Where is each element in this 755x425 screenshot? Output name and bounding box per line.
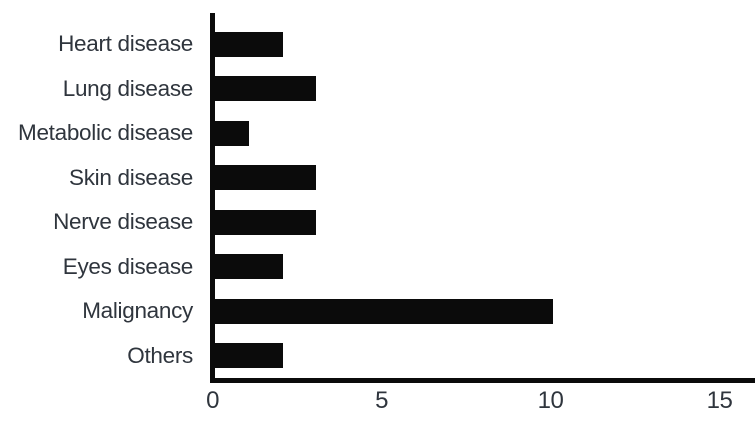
bars-container <box>215 22 755 378</box>
category-label-malignancy: Malignancy <box>82 298 193 324</box>
plot-area <box>210 13 755 383</box>
category-label-others: Others <box>127 342 193 368</box>
bar-skin-disease <box>215 165 317 191</box>
bar-row-lung-disease <box>215 67 755 112</box>
category-label-heart-disease: Heart disease <box>58 31 193 57</box>
bar-nerve-disease <box>215 209 317 235</box>
bar-malignancy <box>215 298 553 324</box>
bar-row-eyes-disease <box>215 245 755 290</box>
bar-row-heart-disease <box>215 22 755 67</box>
x-tick-label-0: 0 <box>206 387 219 414</box>
category-labels: Heart disease Lung disease Metabolic disea… <box>0 22 202 378</box>
bar-row-malignancy <box>215 289 755 334</box>
category-label-lung-disease: Lung disease <box>62 75 194 101</box>
x-tick-label-15: 15 <box>706 387 733 414</box>
x-axis-tick-labels: 0 5 10 15 <box>0 387 755 419</box>
category-label-metabolic-disease: Metabolic disease <box>18 120 193 146</box>
bar-others <box>215 343 283 369</box>
bar-row-others <box>215 334 755 379</box>
bar-heart-disease <box>215 31 283 57</box>
bar-eyes-disease <box>215 254 283 280</box>
category-label-skin-disease: Skin disease <box>69 164 193 190</box>
x-tick-label-5: 5 <box>375 387 388 414</box>
bar-row-metabolic-disease <box>215 111 755 156</box>
bar-row-nerve-disease <box>215 200 755 245</box>
category-label-nerve-disease: Nerve disease <box>53 209 193 235</box>
bar-lung-disease <box>215 76 317 102</box>
bar-row-skin-disease <box>215 156 755 201</box>
bar-metabolic-disease <box>215 120 249 146</box>
category-label-eyes-disease: Eyes disease <box>62 253 194 279</box>
x-tick-label-10: 10 <box>537 387 564 414</box>
